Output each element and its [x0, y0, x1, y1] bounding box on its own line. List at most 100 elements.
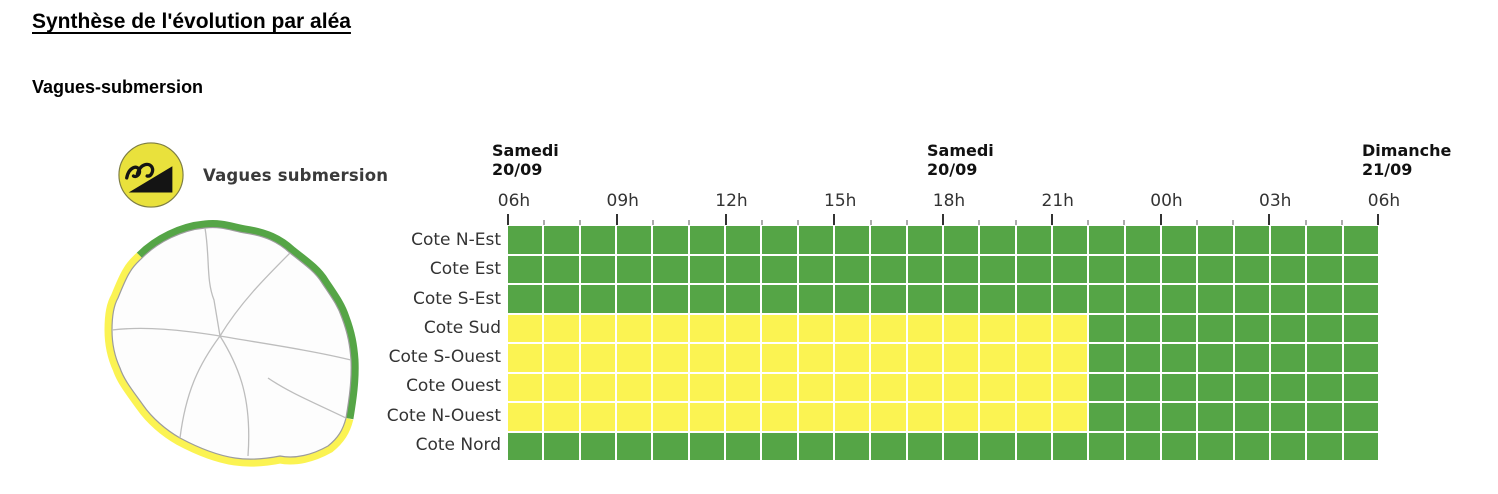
heatmap-cell-jaune — [1016, 314, 1051, 342]
heatmap-cell-jaune — [980, 373, 1015, 401]
heatmap-cell-jaune — [508, 403, 543, 431]
minor-tick — [1196, 220, 1198, 225]
heatmap-cell-vert — [544, 226, 579, 254]
heatmap-cell-vert — [1343, 373, 1378, 401]
heatmap-cell-jaune — [1052, 344, 1088, 372]
heatmap-cell-vert — [762, 226, 797, 254]
heatmap-cell-jaune — [943, 403, 979, 431]
heatmap-cell-vert — [1234, 255, 1269, 283]
heatmap-cell-vert — [1307, 314, 1342, 342]
hour-label: 06h — [1367, 191, 1401, 211]
heatmap-cell-vert — [616, 432, 652, 460]
date-day: Samedi — [492, 141, 559, 160]
heatmap-cell-vert — [798, 432, 833, 460]
minor-tick — [1015, 220, 1016, 225]
heatmap-cell-vert — [580, 226, 615, 254]
minor-tick — [1341, 220, 1343, 225]
row-label: Cote Sud — [423, 317, 501, 338]
heatmap-cell-jaune — [871, 403, 906, 431]
heatmap-cell-vert — [616, 255, 652, 283]
heatmap-cell-vert — [1052, 432, 1088, 460]
heatmap-cell-vert — [1089, 285, 1124, 313]
heatmap-cell-vert — [943, 226, 979, 254]
major-tick — [507, 214, 509, 225]
row-label: Cote N-Ouest — [386, 405, 501, 426]
heatmap-cell-vert — [1270, 255, 1306, 283]
date-day: Dimanche — [1362, 141, 1452, 160]
heatmap-cell-jaune — [762, 344, 797, 372]
heatmap-cell-vert — [1234, 344, 1269, 372]
axis-ticks — [507, 213, 1379, 226]
hour-labels: 06h 09h 12h 15h 18h 21h 00h 03h 06h — [498, 191, 1400, 213]
heatmap-cell-vert — [762, 285, 797, 313]
heatmap-cell-jaune — [616, 403, 652, 431]
heatmap-cell-vert — [1270, 285, 1306, 313]
heatmap-cell-jaune — [508, 314, 543, 342]
heatmap-cell-jaune — [616, 344, 652, 372]
heatmap-cell-vert — [1125, 403, 1160, 431]
heatmap-cell-jaune — [725, 373, 761, 401]
heatmap-cell-vert — [798, 255, 833, 283]
major-tick — [1377, 214, 1379, 225]
heatmap-cell-jaune — [907, 403, 942, 431]
heatmap-cell-vert — [580, 285, 615, 313]
major-tick — [1268, 214, 1271, 225]
heatmap-cell-vert — [544, 285, 579, 313]
heatmap-cell-vert — [1161, 432, 1197, 460]
heatmap-cell-jaune — [980, 314, 1015, 342]
heatmap-cell-jaune — [980, 403, 1015, 431]
heatmap-cell-vert — [1161, 344, 1197, 372]
heatmap-cell-vert — [1307, 344, 1342, 372]
minor-tick — [906, 220, 908, 225]
row-label: Cote Est — [429, 259, 501, 280]
heatmap-cell-vert — [1125, 285, 1160, 313]
heatmap-cell-jaune — [1016, 344, 1051, 372]
heatmap-cell-vert — [1089, 344, 1124, 372]
heatmap-cell-vert — [1270, 344, 1306, 372]
heatmap-cell-vert — [1052, 226, 1088, 254]
heatmap-cell-jaune — [725, 314, 761, 342]
heatmap-cell-vert — [689, 255, 724, 283]
heatmap-cell-vert — [1052, 255, 1088, 283]
heatmap-cell-vert — [616, 285, 652, 313]
row-label: Cote Nord — [415, 434, 501, 455]
heatmap-cell-vert — [1052, 285, 1088, 313]
heatmap-cell-vert — [834, 285, 870, 313]
hour-label: 15h — [824, 191, 857, 211]
heatmap-cell-vert — [1161, 226, 1197, 254]
heatmap-cell-jaune — [834, 373, 870, 401]
hazard-legend: Vagues submersion — [117, 141, 388, 209]
heatmap-cell-vert — [653, 255, 688, 283]
hour-label: 00h — [1150, 191, 1183, 211]
heatmap-cell-vert — [1161, 314, 1197, 342]
heatmap-cell-jaune — [871, 344, 906, 372]
minor-tick — [870, 220, 871, 225]
heatmap-cell-vert — [1307, 226, 1342, 254]
heatmap-cell-jaune — [725, 403, 761, 431]
minor-tick — [652, 220, 654, 225]
minor-tick — [1305, 220, 1306, 225]
minor-tick — [1123, 220, 1125, 225]
heatmap-cell-jaune — [1016, 403, 1051, 431]
heatmap-cell-vert — [653, 285, 688, 313]
heatmap-cell-vert — [1125, 432, 1160, 460]
hour-label: 09h — [606, 191, 639, 211]
heatmap-cell-vert — [1125, 226, 1160, 254]
heatmap-cell-vert — [871, 255, 906, 283]
heatmap-cell-vert — [580, 255, 615, 283]
heatmap-cell-vert — [1234, 314, 1269, 342]
heatmap-cell-vert — [1270, 432, 1306, 460]
heatmap-cell-jaune — [580, 344, 615, 372]
heatmap-cell-jaune — [798, 403, 833, 431]
heatmap-cell-vert — [1125, 373, 1160, 401]
commune-boundaries — [111, 227, 352, 457]
heatmap-cell-jaune — [1052, 314, 1088, 342]
heatmap-cell-vert — [907, 255, 942, 283]
heatmap-cell-vert — [907, 285, 942, 313]
heatmap-cell-vert — [762, 432, 797, 460]
heatmap-cell-vert — [762, 255, 797, 283]
heatmap-cell-jaune — [653, 344, 688, 372]
heatmap-cell-vert — [508, 255, 543, 283]
heatmap-cell-vert — [1198, 403, 1233, 431]
heatmap-cell-vert — [725, 285, 761, 313]
